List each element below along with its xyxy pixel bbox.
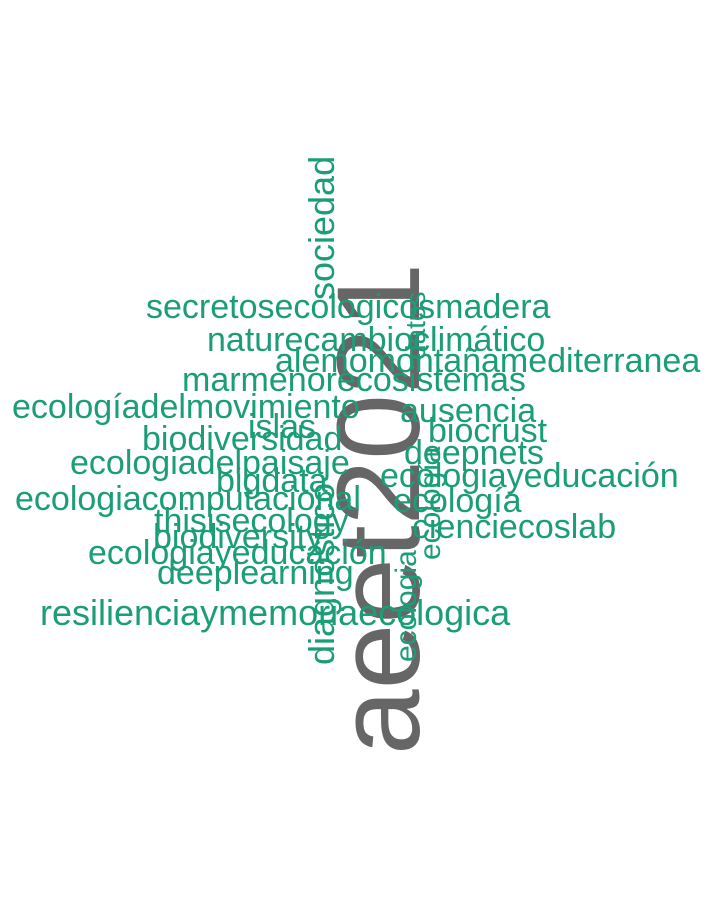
word-marmenorecosistemas: marmenorecosistemas xyxy=(182,361,526,399)
word-bigdata: bigdata xyxy=(216,462,328,500)
word-ecologiacomputacional: ecologiacomputacional xyxy=(15,480,361,518)
word-ecologiayeducacion-2: ecologiayeducación xyxy=(88,534,387,572)
word-naturecambioclimatico: naturecambioclimático xyxy=(207,321,546,359)
word-islas: islas xyxy=(248,408,317,446)
word-resilienciaymemoriaecologica: resilienciaymemoriaecologica xyxy=(40,592,511,633)
word-biodiversity: biodiversity xyxy=(153,518,324,556)
word-ecologiadelmovimiento: ecologíadelmovimiento xyxy=(12,388,360,426)
word-thisisecology: thisisecology xyxy=(154,502,349,540)
word-sociedad: sociedad xyxy=(301,155,342,300)
word-ecologia: ecología xyxy=(393,482,522,520)
word-biodiversidad: biodiversidad xyxy=(142,420,343,458)
word-biocrust: biocrust xyxy=(428,412,548,450)
word-ecologiadelpaisaje: ecologiadelpaisaje xyxy=(70,444,350,482)
word-ausencia: ausencia xyxy=(400,392,537,430)
word-deepnets: deepnets xyxy=(404,434,544,472)
word-ecologiayeducacion: ecologiayeducación xyxy=(380,457,679,495)
word-alemomontanamediterranea: alemomontañamediterranea xyxy=(275,342,701,380)
word-cienciecoslab: cienciecoslab xyxy=(412,508,617,546)
word-secretosecologicosmadera: secretosecologicosmadera xyxy=(146,288,551,326)
word-deeplearning: deeplearning xyxy=(157,554,354,592)
